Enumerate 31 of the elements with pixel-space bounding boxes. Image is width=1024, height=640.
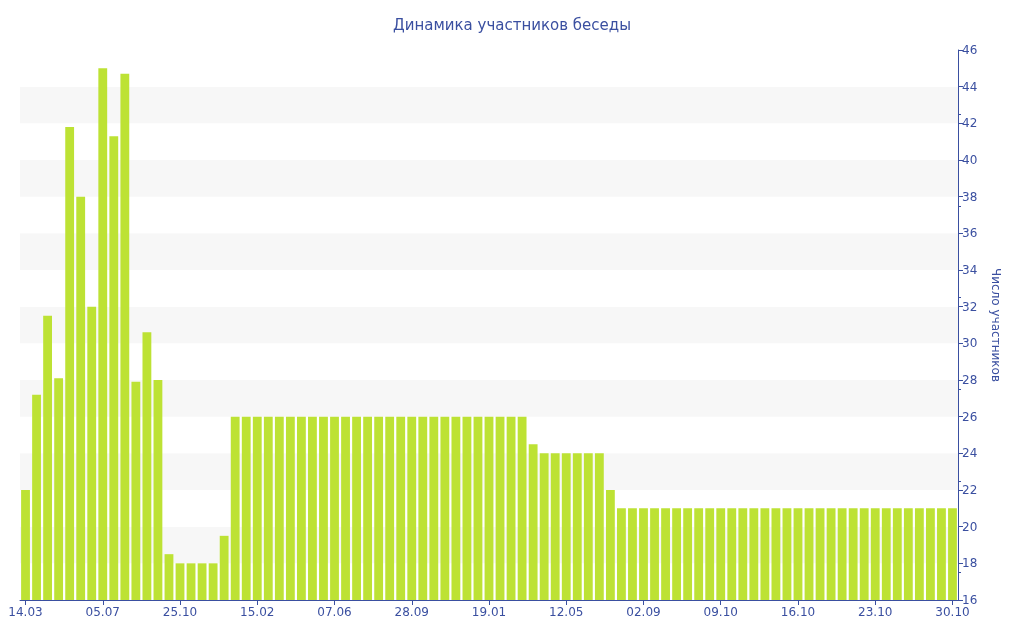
x-tick-label: 09.10	[703, 605, 738, 619]
y-tick-label: 20	[962, 519, 978, 534]
y-tick-label: 36	[962, 226, 978, 241]
y-tick-label: 32	[962, 299, 978, 314]
y-tick-label: 40	[962, 153, 978, 167]
x-tick-label: 19.01	[471, 605, 507, 619]
x-tick-label: 07.06	[317, 605, 352, 619]
y-tick-label: 44	[962, 79, 978, 94]
x-tick-label: 12.05	[549, 605, 584, 619]
y-axis-title: Число участников	[989, 268, 1003, 382]
y-tick-label: 46	[962, 43, 978, 57]
y-tick-label: 30	[962, 336, 978, 351]
x-tick-label: 14.03	[8, 605, 43, 619]
x-tick-label: 25.10	[162, 605, 198, 619]
x-tick-label: 28.09	[394, 605, 429, 619]
y-tick-label: 18	[962, 556, 978, 571]
chart-title: Динамика участников беседы	[392, 15, 632, 34]
y-tick-label: 26	[962, 409, 978, 424]
x-tick-label: 23.10	[858, 605, 893, 619]
x-tick-label: 30.10	[935, 605, 970, 619]
x-tick-label: 15.02	[240, 605, 275, 619]
y-tick-label: 16	[962, 593, 978, 607]
y-tick-label: 38	[962, 189, 978, 204]
x-tick-label: 02.09	[626, 605, 661, 619]
y-tick-label: 42	[962, 116, 978, 131]
x-tick-label: 16.10	[780, 605, 816, 619]
x-tick-label: 05.07	[85, 605, 120, 619]
y-tick-label: 22	[962, 483, 978, 497]
y-tick-label: 34	[962, 263, 978, 277]
y-tick-label: 28	[962, 373, 978, 387]
y-tick-label: 24	[962, 446, 978, 461]
